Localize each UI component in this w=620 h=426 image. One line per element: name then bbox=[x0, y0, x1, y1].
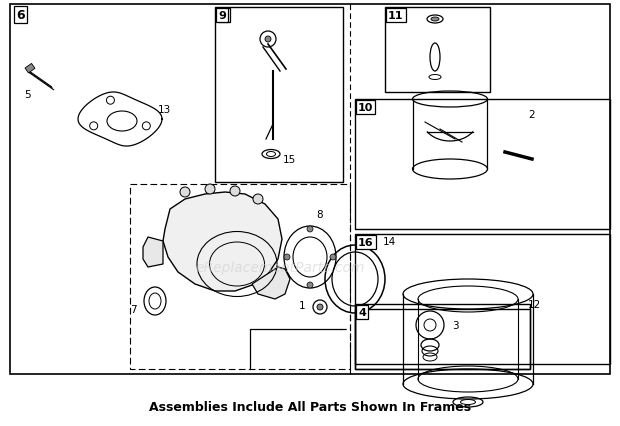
Circle shape bbox=[317, 304, 323, 310]
Text: 3: 3 bbox=[452, 320, 459, 330]
Text: 1: 1 bbox=[299, 300, 305, 310]
Text: 10: 10 bbox=[358, 103, 373, 113]
Text: 12: 12 bbox=[528, 299, 541, 309]
Circle shape bbox=[265, 37, 271, 43]
Bar bbox=[385, 8, 490, 93]
Circle shape bbox=[284, 254, 290, 260]
Circle shape bbox=[180, 187, 190, 198]
Bar bbox=[355, 234, 610, 364]
Polygon shape bbox=[252, 268, 290, 299]
Bar bbox=[215, 8, 343, 183]
Bar bbox=[355, 100, 610, 230]
Text: 2: 2 bbox=[528, 110, 534, 120]
Text: 7: 7 bbox=[130, 304, 136, 314]
Text: 8: 8 bbox=[317, 210, 323, 219]
Text: 9: 9 bbox=[220, 11, 228, 21]
Text: 14: 14 bbox=[383, 236, 396, 246]
Text: 6: 6 bbox=[16, 9, 25, 22]
Circle shape bbox=[205, 184, 215, 195]
Text: 15: 15 bbox=[283, 155, 296, 164]
Bar bbox=[10, 5, 610, 374]
Text: 13: 13 bbox=[158, 105, 171, 115]
Text: 9: 9 bbox=[218, 11, 226, 21]
Circle shape bbox=[230, 187, 240, 196]
Circle shape bbox=[330, 254, 336, 260]
Bar bbox=[355, 304, 530, 369]
Bar bbox=[130, 184, 350, 369]
Text: eReplacementParts.com: eReplacementParts.com bbox=[195, 260, 365, 274]
Bar bbox=[355, 304, 530, 369]
Text: 5: 5 bbox=[24, 90, 30, 100]
Circle shape bbox=[307, 227, 313, 233]
Bar bbox=[25, 64, 35, 74]
Circle shape bbox=[253, 195, 263, 204]
Bar bbox=[355, 309, 530, 369]
Circle shape bbox=[307, 282, 313, 288]
Text: 11: 11 bbox=[388, 11, 404, 21]
Polygon shape bbox=[143, 237, 163, 268]
Text: 4: 4 bbox=[358, 307, 366, 317]
Ellipse shape bbox=[431, 18, 439, 22]
Text: Assemblies Include All Parts Shown In Frames: Assemblies Include All Parts Shown In Fr… bbox=[149, 400, 471, 414]
Polygon shape bbox=[163, 193, 282, 291]
Text: 16: 16 bbox=[358, 237, 374, 248]
